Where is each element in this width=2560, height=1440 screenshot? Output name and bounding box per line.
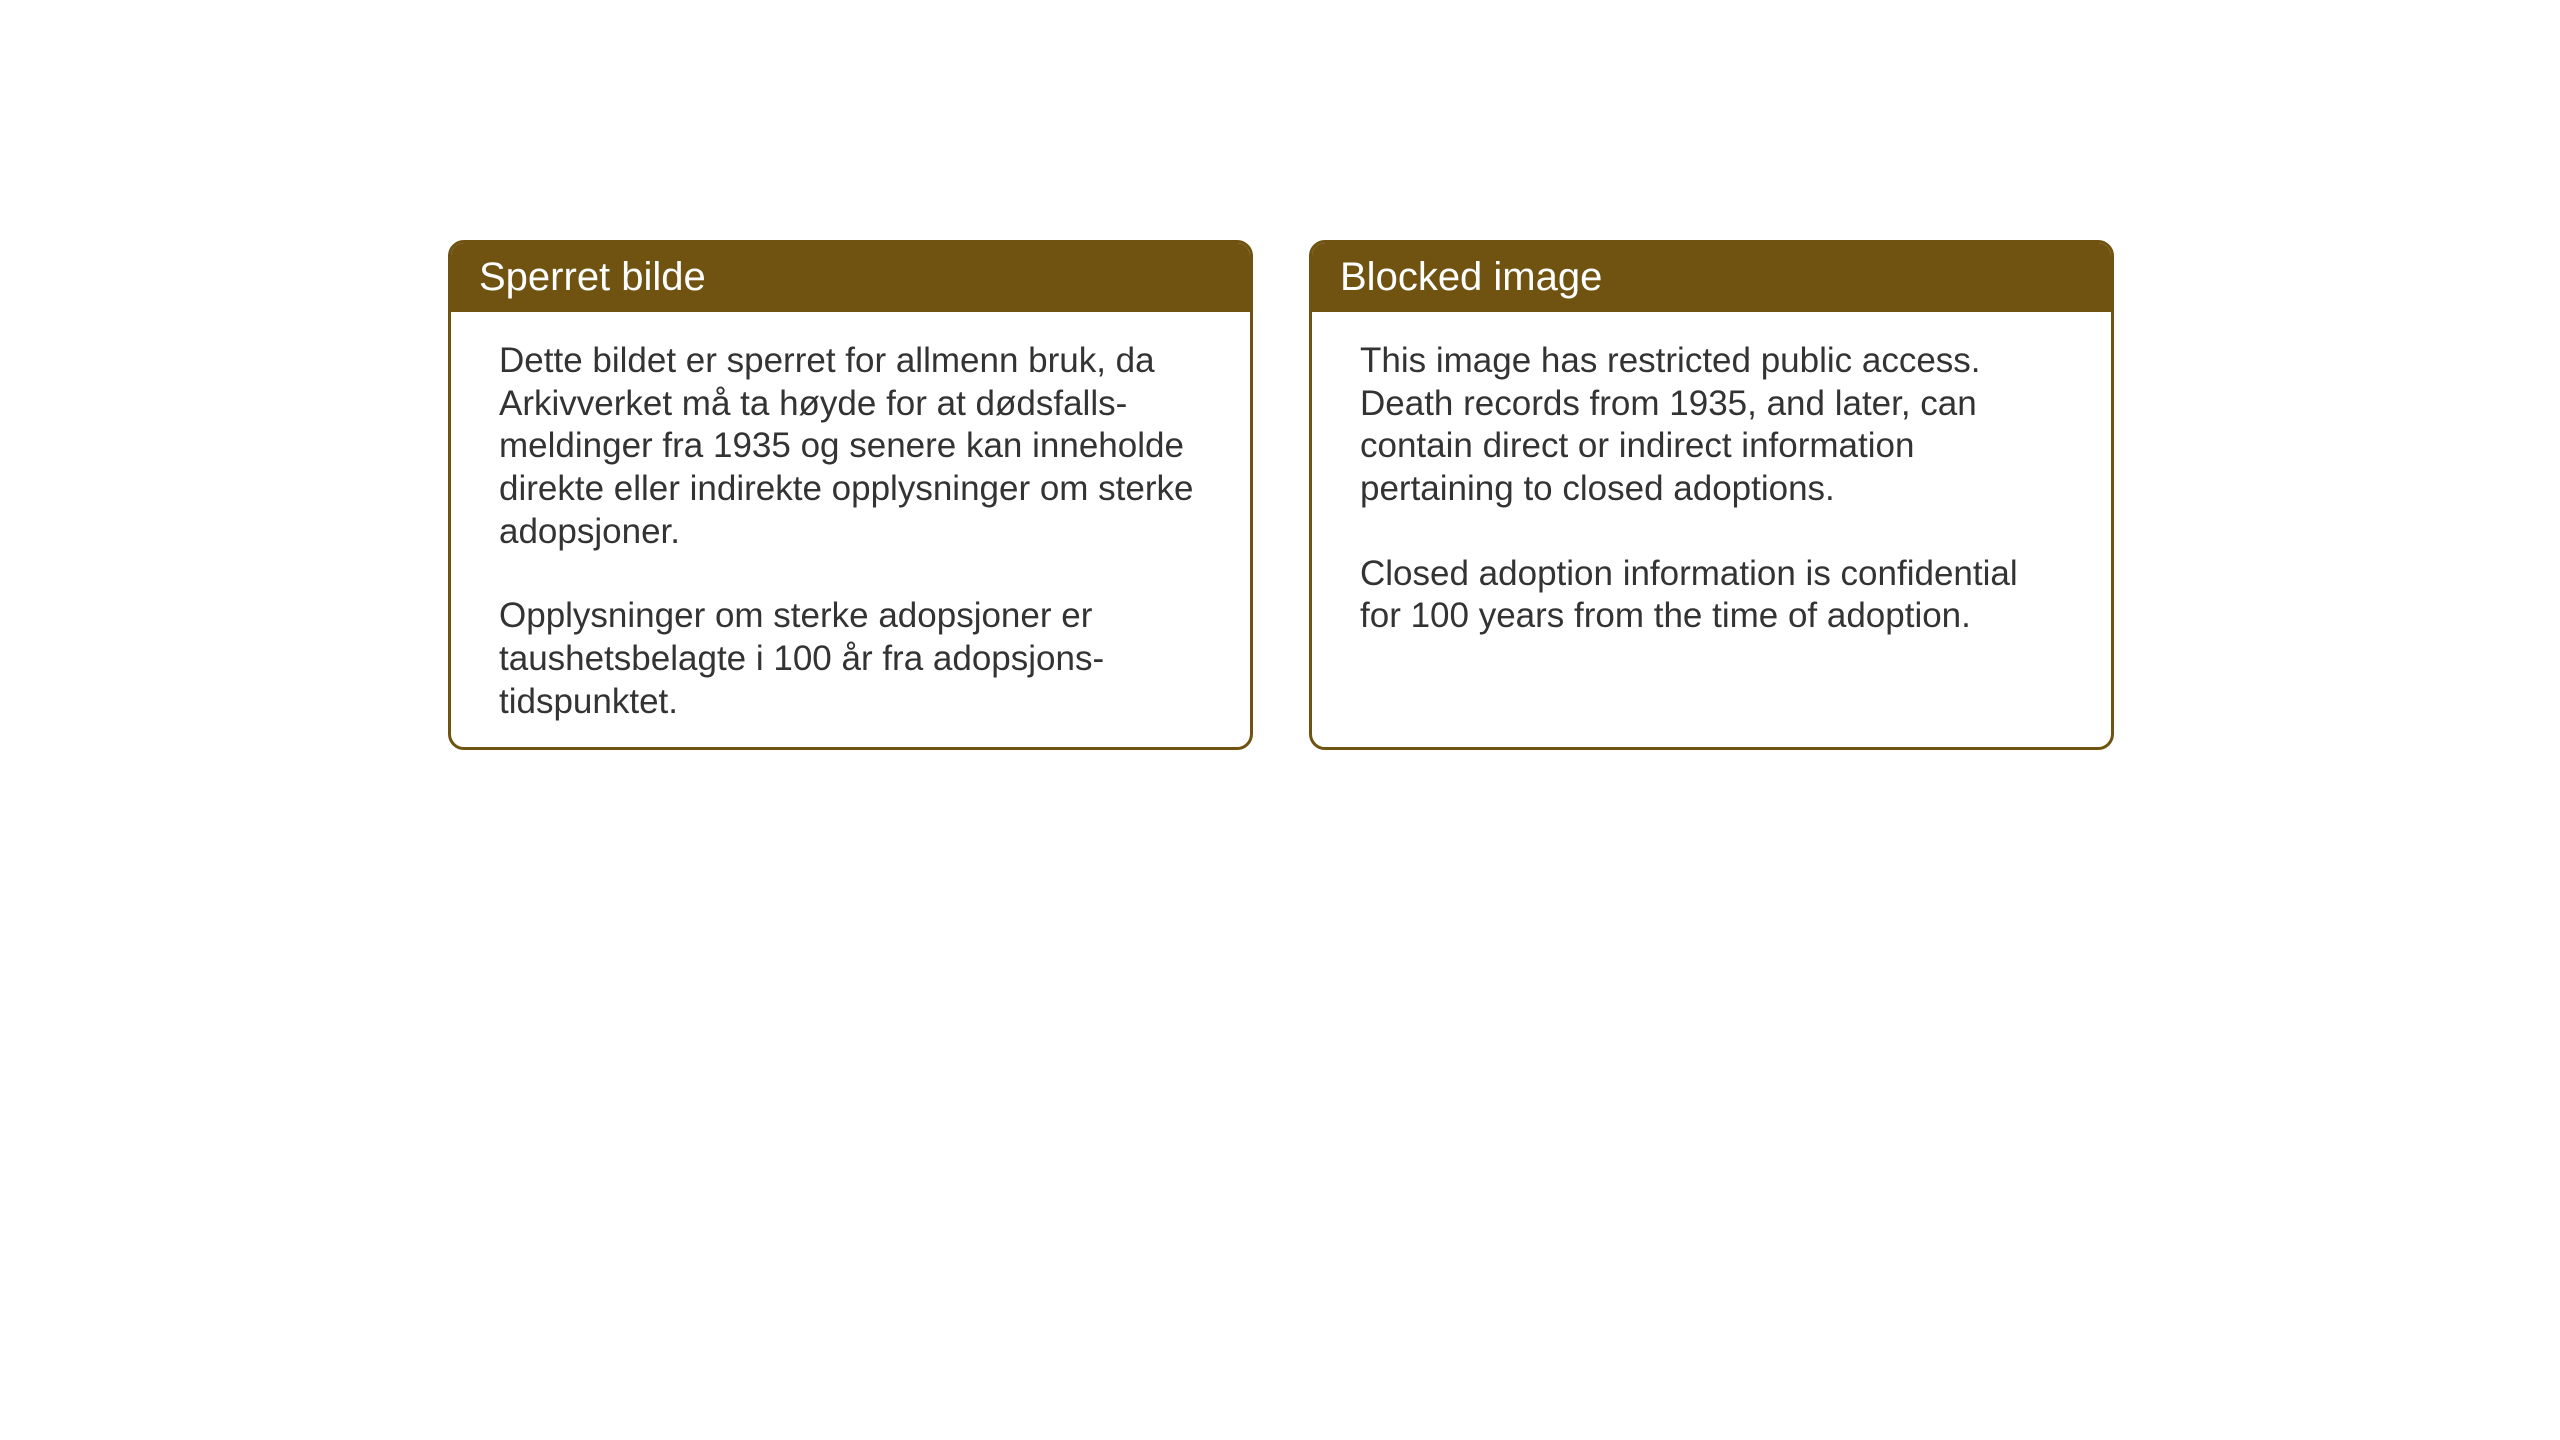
notice-box-english: Blocked image This image has restricted … (1309, 240, 2114, 750)
notice-para-1-en: This image has restricted public access.… (1360, 340, 2063, 511)
notice-body-english: This image has restricted public access.… (1312, 312, 2111, 666)
notice-container: Sperret bilde Dette bildet er sperret fo… (0, 0, 2560, 750)
notice-para-2-en: Closed adoption information is confident… (1360, 553, 2063, 638)
notice-title-english: Blocked image (1312, 243, 2111, 312)
notice-body-norwegian: Dette bildet er sperret for allmenn bruk… (451, 312, 1250, 750)
notice-para-2-no: Opplysninger om sterke adopsjoner er tau… (499, 595, 1202, 723)
notice-title-norwegian: Sperret bilde (451, 243, 1250, 312)
notice-box-norwegian: Sperret bilde Dette bildet er sperret fo… (448, 240, 1253, 750)
notice-para-1-no: Dette bildet er sperret for allmenn bruk… (499, 340, 1202, 553)
